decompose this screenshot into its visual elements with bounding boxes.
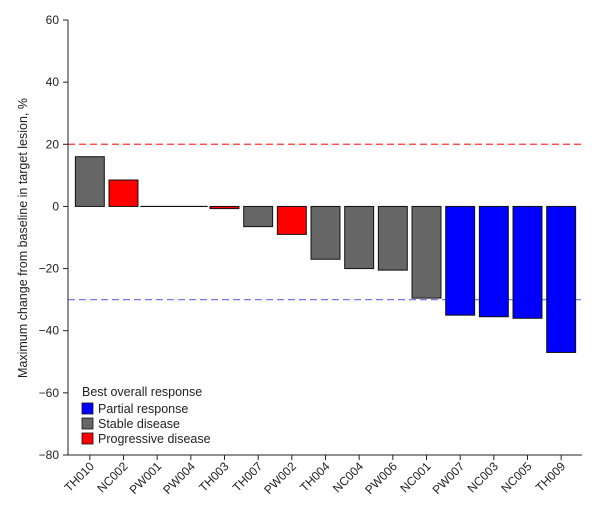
x-tick-label: TH007 [230, 459, 266, 495]
legend-title: Best overall response [82, 385, 202, 399]
bar-th007 [243, 205, 274, 228]
y-tick-label: 60 [46, 13, 60, 27]
bar-nc003 [478, 205, 509, 318]
y-tick-label: 0 [52, 199, 59, 213]
x-tick-label: PW004 [160, 459, 198, 497]
x-tick-label: NC005 [498, 459, 535, 496]
x-tick-label: TH003 [196, 459, 232, 495]
x-tick-label: PW007 [430, 459, 468, 497]
reference-lines [68, 143, 582, 301]
x-tick-label: NC004 [330, 459, 367, 496]
x-tick-label: NC001 [397, 459, 434, 496]
y-tick-label: −80 [39, 448, 60, 462]
x-tick-label: NC003 [465, 459, 502, 496]
legend-label-pr: Partial response [98, 402, 188, 416]
bar-pw007 [445, 205, 476, 316]
legend: Best overall response Partial responseSt… [81, 385, 211, 446]
legend-swatch-pr [81, 402, 94, 415]
x-tick-label: TH009 [533, 459, 569, 495]
bar-nc005 [512, 205, 543, 319]
y-tick-label: −60 [39, 386, 60, 400]
bar-th004 [310, 205, 341, 260]
bar-pw002 [276, 205, 307, 235]
x-tick-label: PW002 [261, 459, 299, 497]
bar-pw006 [377, 205, 408, 271]
legend-swatch-sd [81, 417, 94, 430]
y-axis-title: Maximum change from baseline in target l… [16, 98, 30, 378]
x-tick-label: PW006 [362, 459, 400, 497]
bar-nc004 [344, 205, 375, 270]
legend-label-pd: Progressive disease [98, 432, 211, 446]
y-tick-label: 40 [46, 75, 60, 89]
x-tick-label: TH004 [297, 459, 333, 495]
x-tick-label: TH010 [62, 459, 98, 495]
y-tick-label: −20 [39, 262, 60, 276]
legend-label-sd: Stable disease [98, 417, 180, 431]
legend-swatch-pd [81, 432, 94, 445]
bar-th009 [546, 205, 577, 353]
x-tick-label: PW001 [127, 459, 165, 497]
x-ticks: TH010NC002PW001PW004TH003TH007PW002TH004… [62, 455, 569, 497]
bar-th010 [74, 156, 105, 207]
bars [74, 156, 577, 353]
bar-th003 [209, 205, 240, 210]
y-tick-label: 20 [46, 137, 60, 151]
y-ticks: 60 40 20 0 −20 −40 −60 −80 [39, 13, 68, 462]
y-tick-label: −40 [39, 324, 60, 338]
bar-nc002 [108, 179, 139, 207]
x-tick-label: NC002 [94, 459, 131, 496]
bar-nc001 [411, 205, 442, 299]
